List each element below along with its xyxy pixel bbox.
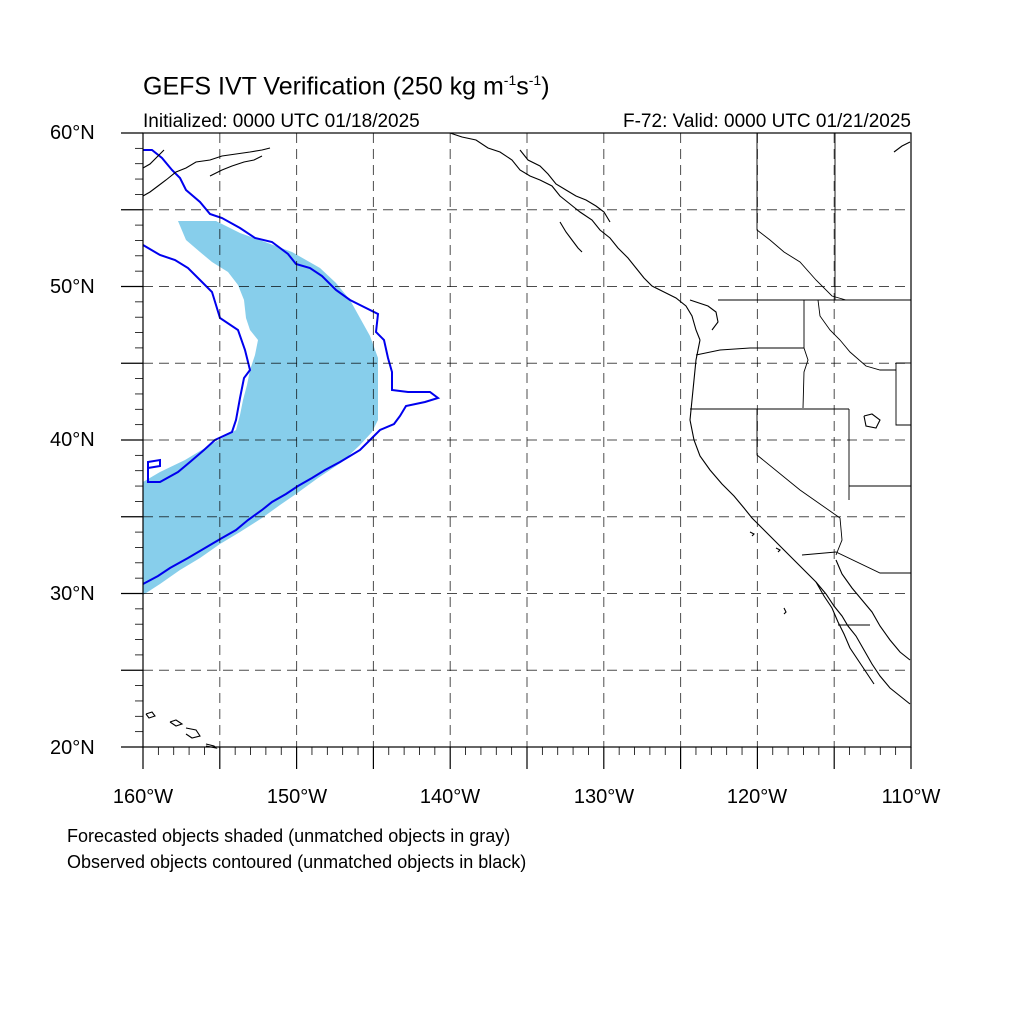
lon-label-110w: 110°W bbox=[881, 786, 941, 808]
lon-label-140w: 140°W bbox=[419, 786, 481, 808]
lon-label-120w: 120°W bbox=[726, 786, 788, 808]
graticule bbox=[143, 133, 911, 747]
legend-note-observed: Observed objects contoured (unmatched ob… bbox=[67, 852, 527, 872]
political-borders bbox=[690, 133, 911, 626]
legend-note-forecast: Forecasted objects shaded (unmatched obj… bbox=[67, 826, 511, 846]
lat-label-20n: 20°N bbox=[50, 737, 95, 759]
lat-label-60n: 60°N bbox=[50, 122, 95, 144]
lat-label-50n: 50°N bbox=[50, 276, 95, 298]
valid-time: F-72: Valid: 0000 UTC 01/21/2025 bbox=[623, 111, 911, 132]
lon-label-160w: 160°W bbox=[112, 786, 174, 808]
map-title: GEFS IVT Verification (250 kg m-1s-1) bbox=[143, 72, 550, 101]
coastlines bbox=[142, 132, 911, 749]
lon-label-130w: 130°W bbox=[573, 786, 635, 808]
axis-ticks bbox=[121, 132, 912, 769]
initialized-time: Initialized: 0000 UTC 01/18/2025 bbox=[143, 111, 420, 132]
lat-label-30n: 30°N bbox=[50, 583, 95, 605]
observed-contour bbox=[142, 149, 441, 585]
lat-label-40n: 40°N bbox=[50, 429, 95, 451]
forecast-object bbox=[143, 221, 378, 595]
lon-label-150w: 150°W bbox=[266, 786, 328, 808]
map-frame bbox=[142, 132, 912, 748]
